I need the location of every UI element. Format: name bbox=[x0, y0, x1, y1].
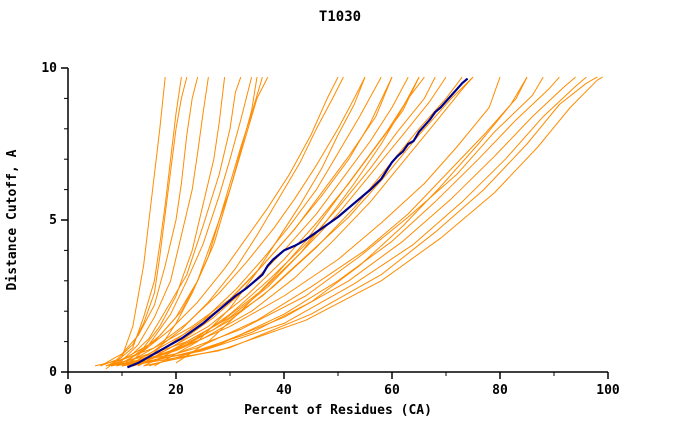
model-curve bbox=[148, 76, 560, 367]
model-curve bbox=[127, 76, 603, 367]
model-curve bbox=[137, 76, 409, 367]
model-curve bbox=[111, 76, 474, 367]
plot-area: 0 20 40 60 80 100 0 5 10 bbox=[41, 61, 620, 398]
x-tick-label: 100 bbox=[596, 383, 620, 398]
model-curve bbox=[105, 77, 258, 367]
y-tick-label: 0 bbox=[49, 365, 57, 380]
y-tick-label: 10 bbox=[41, 61, 57, 76]
model-curve bbox=[121, 76, 587, 367]
model-curve bbox=[127, 76, 447, 367]
x-tick-label: 40 bbox=[276, 383, 292, 398]
chart-title: T1030 bbox=[319, 9, 361, 25]
model-curve bbox=[116, 76, 339, 367]
model-curve bbox=[143, 76, 598, 367]
model-curve bbox=[121, 77, 226, 367]
highlighted-curve bbox=[126, 77, 469, 369]
model-curve bbox=[132, 76, 463, 367]
model-curve bbox=[94, 76, 393, 367]
model-curve bbox=[121, 76, 501, 367]
x-tick-label: 20 bbox=[168, 383, 184, 398]
x-tick-label: 60 bbox=[384, 383, 400, 398]
model-curve bbox=[154, 76, 366, 367]
model-curve bbox=[110, 76, 242, 367]
model-curve bbox=[132, 76, 576, 367]
model-curve bbox=[100, 76, 199, 367]
x-tick-label: 80 bbox=[492, 383, 508, 398]
y-tick-label: 5 bbox=[49, 213, 57, 228]
model-curve bbox=[121, 76, 420, 367]
model-curve bbox=[116, 76, 474, 367]
model-curve bbox=[121, 76, 366, 367]
x-axis-label: Percent of Residues (CA) bbox=[244, 403, 432, 418]
model-curve bbox=[127, 76, 344, 367]
model-curve bbox=[105, 77, 166, 370]
model-curve bbox=[111, 76, 544, 367]
model-curve bbox=[127, 76, 253, 367]
model-curve bbox=[116, 77, 209, 367]
model-curve bbox=[175, 76, 425, 364]
model-curve bbox=[121, 76, 528, 367]
model-curve bbox=[137, 76, 263, 367]
x-tick-label: 0 bbox=[64, 383, 72, 398]
model-curve bbox=[116, 76, 269, 367]
model-curve bbox=[100, 76, 188, 367]
y-axis-label: Distance Cutoff, A bbox=[5, 149, 20, 290]
